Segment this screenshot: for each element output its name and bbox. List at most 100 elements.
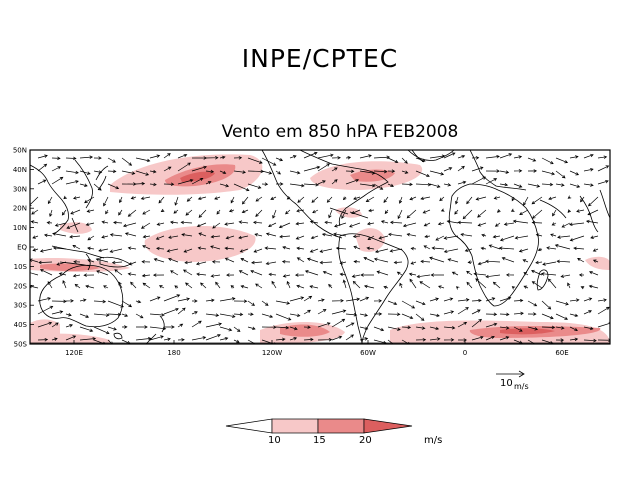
lat-label: EQ xyxy=(17,244,27,252)
wind-arrow xyxy=(420,259,431,264)
wind-arrow xyxy=(569,337,579,342)
wind-arrow xyxy=(184,260,193,265)
wind-arrow xyxy=(191,336,207,341)
wind-arrow xyxy=(580,196,585,203)
wind-arrow xyxy=(583,183,594,187)
wind-arrow xyxy=(252,220,263,225)
wind-arrow xyxy=(142,282,151,289)
wind-arrow xyxy=(118,209,123,216)
wind-arrow xyxy=(429,337,441,341)
wind-arrow xyxy=(103,196,109,207)
wind-arrow xyxy=(466,196,473,205)
wind-arrow xyxy=(85,222,95,227)
wind-arrow xyxy=(185,209,193,216)
wind-arrow xyxy=(51,299,67,304)
wind-arrow xyxy=(351,274,361,278)
wind-arrow xyxy=(443,248,459,254)
wind-arrow xyxy=(85,284,95,289)
lon-label: 120W xyxy=(262,349,282,357)
wind-arrow xyxy=(481,233,487,238)
wind-arrow xyxy=(373,339,387,344)
wind-arrow xyxy=(261,300,269,306)
wind-arrow xyxy=(216,209,221,215)
wind-arrow xyxy=(443,326,456,330)
wind-arrow xyxy=(438,285,445,289)
wind-arrow xyxy=(51,156,61,161)
wind-arrow xyxy=(224,257,235,263)
wind-arrow xyxy=(569,170,580,176)
wind-arrow xyxy=(96,270,109,276)
wind-arrow xyxy=(546,246,557,250)
wind-arrow xyxy=(191,311,198,315)
wind-arrow xyxy=(205,322,223,328)
wind-arrow xyxy=(163,182,175,187)
wind-arrow xyxy=(295,235,305,240)
wind-arrow xyxy=(296,257,305,263)
wind-arrow xyxy=(440,208,445,212)
wind-arrow xyxy=(37,321,53,328)
wind-arrow xyxy=(423,222,431,227)
wind-arrow xyxy=(303,309,311,315)
wind-arrow xyxy=(113,220,123,225)
wind-arrow xyxy=(580,286,585,290)
wind-arrow xyxy=(261,313,274,319)
wind-arrow xyxy=(480,246,487,251)
wind-arrow xyxy=(523,196,529,206)
wind-arrow xyxy=(275,337,286,342)
wind-arrow xyxy=(540,272,557,276)
wind-arrow xyxy=(567,209,572,213)
wind-arrow xyxy=(239,248,249,253)
wind-arrow xyxy=(583,153,594,159)
wind-arrow xyxy=(492,281,501,289)
wind-arrow xyxy=(535,233,543,237)
wind-arrow xyxy=(499,326,510,330)
wind-arrow xyxy=(513,311,524,316)
wind-arrow xyxy=(339,272,347,277)
wind-arrow xyxy=(429,313,440,318)
wind-arrow xyxy=(345,178,360,185)
wind-arrow xyxy=(373,312,383,316)
wind-arrow xyxy=(149,182,157,187)
wind-arrow xyxy=(268,272,277,277)
wind-arrow xyxy=(30,220,39,224)
wind-arrow xyxy=(339,261,347,265)
wind-arrow xyxy=(219,326,233,332)
wind-arrow xyxy=(205,181,212,185)
wind-arrow xyxy=(326,196,333,203)
wind-arrow xyxy=(135,181,146,186)
wind-arrow xyxy=(363,284,375,289)
colorbar-segment-high xyxy=(363,418,413,434)
wind-arrow xyxy=(353,259,361,264)
wind-arrow xyxy=(457,321,468,328)
wind-arrow xyxy=(72,244,81,250)
wind-arrow xyxy=(270,196,277,200)
wind-arrow xyxy=(149,154,161,159)
wind-arrow xyxy=(103,285,109,289)
wind-arrow xyxy=(210,235,221,239)
wind-arrow xyxy=(219,336,229,341)
wind-arrow xyxy=(276,182,284,186)
wind-arrow xyxy=(170,270,179,276)
wind-arrow xyxy=(177,153,188,159)
wind-arrow xyxy=(51,337,58,341)
wind-arrow xyxy=(107,312,122,317)
wind-arrow xyxy=(238,270,249,276)
wind-arrow xyxy=(345,334,354,341)
wind-arrow xyxy=(513,183,523,188)
wind-arrow xyxy=(555,170,566,179)
wind-arrow xyxy=(149,169,157,174)
wind-arrow xyxy=(569,183,581,188)
wind-arrow xyxy=(101,235,109,239)
wind-arrow xyxy=(590,235,599,239)
wind-arrow xyxy=(219,170,227,175)
wind-arrow xyxy=(569,298,580,302)
wind-arrow xyxy=(415,300,426,306)
wind-arrow xyxy=(531,220,543,225)
wind-arrow xyxy=(163,294,181,302)
lon-label: 0 xyxy=(463,349,467,357)
wind-arrow xyxy=(310,235,319,240)
wind-arrow xyxy=(261,182,269,186)
wind-arrow xyxy=(550,233,557,237)
wind-arrow xyxy=(485,312,498,317)
